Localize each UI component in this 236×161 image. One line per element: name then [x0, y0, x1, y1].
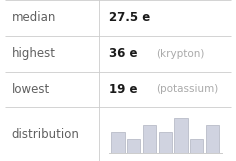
Bar — [206, 125, 219, 153]
Bar — [111, 132, 125, 153]
Text: 19 e: 19 e — [109, 83, 137, 96]
Text: 27.5 e: 27.5 e — [109, 11, 150, 24]
Text: lowest: lowest — [12, 83, 50, 96]
Bar — [143, 125, 156, 153]
Text: median: median — [12, 11, 56, 24]
Bar — [190, 139, 203, 153]
Text: 36 e: 36 e — [109, 47, 137, 60]
Bar — [174, 118, 188, 153]
Text: distribution: distribution — [12, 128, 80, 141]
Text: (potassium): (potassium) — [156, 84, 218, 95]
Bar — [127, 139, 140, 153]
Bar — [159, 132, 172, 153]
Text: highest: highest — [12, 47, 56, 60]
Text: (krypton): (krypton) — [156, 49, 204, 59]
